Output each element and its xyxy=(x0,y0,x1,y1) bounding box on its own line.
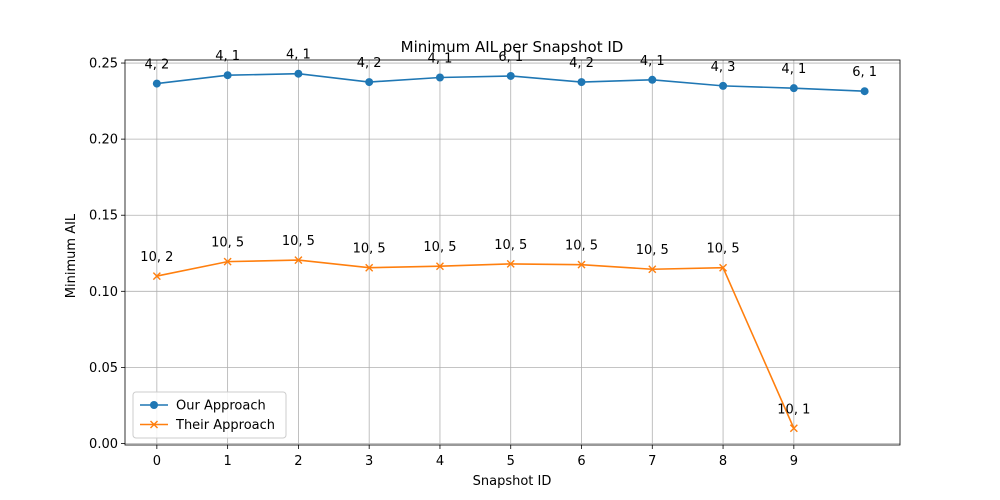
y-axis-label: Minimum AIL xyxy=(64,213,79,298)
data-label: 4, 1 xyxy=(428,52,453,67)
data-point xyxy=(789,84,798,93)
data-labels: 4, 2 4, 1 4, 1 4, 2 4, 1 6, 1 4, 2 4, 1 4, 3 4, 1… xyxy=(140,48,877,418)
data-label: 10, 5 xyxy=(211,236,244,251)
y-tick-label: 0.15 xyxy=(89,209,118,224)
data-label: 4, 1 xyxy=(286,48,311,63)
data-label: 10, 5 xyxy=(282,234,315,249)
x-tick-label: 5 xyxy=(507,454,515,469)
data-point xyxy=(789,424,798,433)
data-point xyxy=(506,71,515,80)
data-point xyxy=(152,79,161,88)
data-label: 4, 2 xyxy=(144,58,169,73)
legend-marker xyxy=(150,401,158,409)
data-label: 4, 1 xyxy=(215,49,240,64)
data-label: 4, 1 xyxy=(781,62,806,77)
series-group xyxy=(152,69,869,433)
data-point xyxy=(648,75,657,84)
series-line-2 xyxy=(156,259,795,429)
x-tick-label: 7 xyxy=(648,454,656,469)
data-label: 10, 5 xyxy=(565,239,598,254)
x-tick-label: 3 xyxy=(365,454,373,469)
y-tick-label: 0.25 xyxy=(89,57,118,72)
x-tick-label: 0 xyxy=(153,454,161,469)
y-tick-label: 0.00 xyxy=(89,437,118,452)
data-label: 10, 2 xyxy=(140,250,173,265)
data-point xyxy=(294,69,303,78)
data-label: 4, 3 xyxy=(711,60,736,75)
legend-item: Our Approach xyxy=(140,399,266,414)
data-label: 4, 1 xyxy=(640,54,665,69)
data-point xyxy=(719,263,728,272)
data-label: 4, 2 xyxy=(569,56,594,71)
legend-marker xyxy=(150,420,158,429)
data-label: 10, 5 xyxy=(636,243,669,258)
data-point xyxy=(577,78,586,87)
x-axis-label: Snapshot ID xyxy=(473,474,552,489)
data-point xyxy=(435,262,444,271)
data-label: 6, 1 xyxy=(852,65,877,80)
data-point xyxy=(435,73,444,82)
data-label: 4, 2 xyxy=(357,56,382,71)
y-tick-label: 0.05 xyxy=(89,361,118,376)
data-label: 10, 5 xyxy=(707,242,740,257)
data-label: 6, 1 xyxy=(498,50,523,65)
data-point xyxy=(860,87,869,96)
data-point xyxy=(365,263,374,272)
chart-title: Minimum AIL per Snapshot ID xyxy=(401,38,624,56)
data-point xyxy=(719,81,728,90)
x-tick-label: 1 xyxy=(223,454,231,469)
data-point xyxy=(223,71,232,80)
data-point xyxy=(648,265,657,274)
data-point xyxy=(223,257,232,266)
x-tick-label: 8 xyxy=(719,454,727,469)
data-point xyxy=(506,259,515,268)
plot-frame xyxy=(124,59,901,446)
data-label: 10, 1 xyxy=(777,402,810,417)
legend: Our Approach Their Approach xyxy=(132,391,287,439)
data-label: 10, 5 xyxy=(353,242,386,257)
legend-item: Their Approach xyxy=(140,418,275,433)
y-tick-label: 0.10 xyxy=(89,285,118,300)
axes: 0 1 2 3 4 5 6 7 8 9 0.00 0.05 0.10 0.15 0.20 0.25 xyxy=(89,57,901,469)
data-label: 10, 5 xyxy=(494,238,527,253)
x-tick-label: 6 xyxy=(577,454,585,469)
x-tick-label: 4 xyxy=(436,454,444,469)
legend-label: Their Approach xyxy=(175,418,275,433)
x-tick-label: 9 xyxy=(790,454,798,469)
data-point xyxy=(294,256,303,265)
data-point xyxy=(365,78,374,87)
grid xyxy=(125,60,900,445)
data-label: 10, 5 xyxy=(423,240,456,255)
legend-box xyxy=(132,391,287,439)
x-tick-label: 2 xyxy=(294,454,302,469)
y-tick-label: 0.20 xyxy=(89,133,118,148)
legend-label: Our Approach xyxy=(176,399,266,414)
data-point xyxy=(577,260,586,269)
data-point xyxy=(152,272,161,281)
